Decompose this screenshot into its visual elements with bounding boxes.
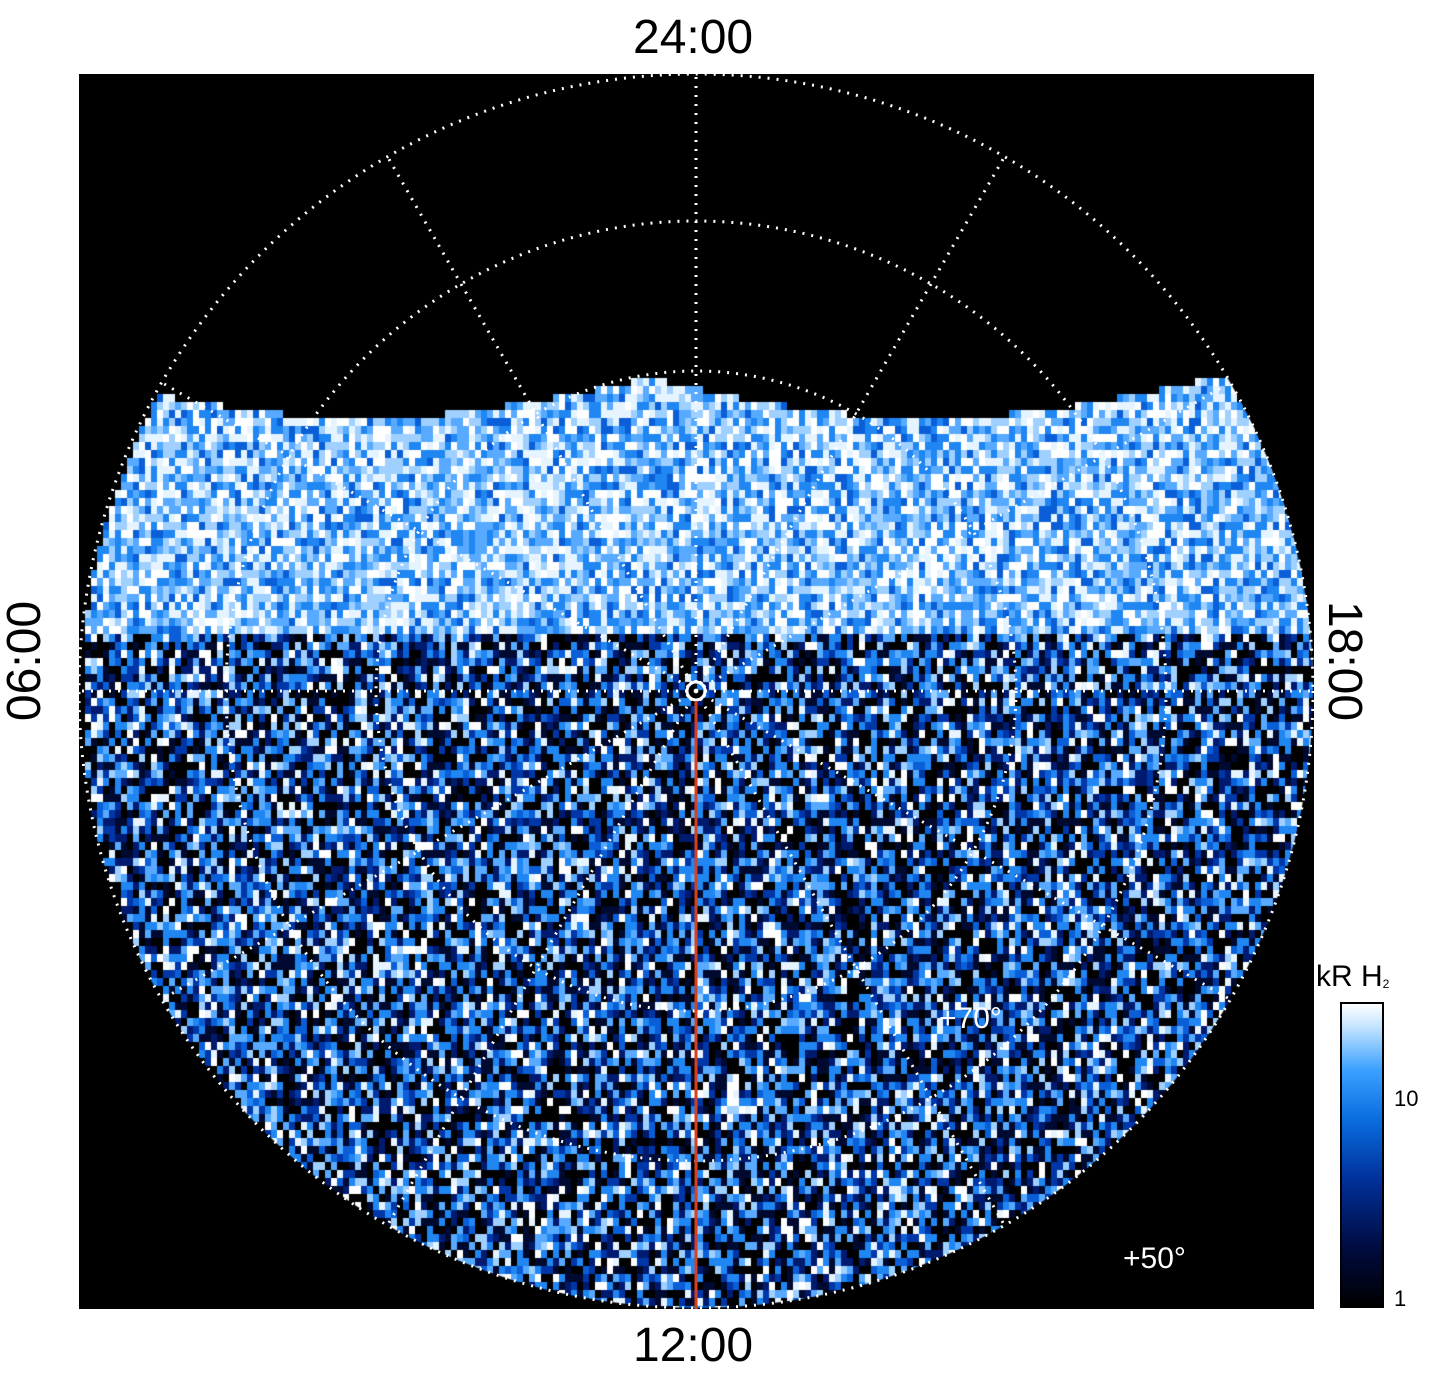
latitude-label-50: +50°	[1123, 1242, 1186, 1275]
local-time-label-left: 06:00	[0, 600, 51, 722]
colorbar-tick-10: 10	[1394, 1086, 1419, 1111]
meridian-line-5	[160, 689, 697, 1001]
meridian-line-7	[160, 381, 697, 693]
latitude-label-70: +70°	[939, 1002, 1002, 1035]
colorbar-title: kR H2	[1316, 960, 1390, 993]
meridian-line-10	[694, 155, 1006, 692]
pole-marker	[685, 680, 707, 702]
polar-projection-plot: +70° +50°	[79, 74, 1314, 1309]
colorbar-tick-1: 1	[1394, 1286, 1407, 1311]
grid-overlay	[79, 74, 1314, 1309]
local-time-label-top: 24:00	[633, 11, 754, 64]
local-time-label-right: 18:00	[1318, 600, 1371, 722]
meridian-line-8	[386, 155, 698, 692]
meridian-line-1	[695, 689, 1232, 1001]
colorbar	[1340, 1002, 1384, 1308]
meridian-line-11	[695, 381, 1232, 693]
meridian-line-2	[694, 690, 1006, 1227]
latitude-circle-0	[79, 74, 1314, 1309]
latitude-circle-2	[374, 369, 1018, 1013]
local-time-label-bottom: 12:00	[633, 1319, 754, 1372]
meridian-line-4	[386, 690, 698, 1227]
